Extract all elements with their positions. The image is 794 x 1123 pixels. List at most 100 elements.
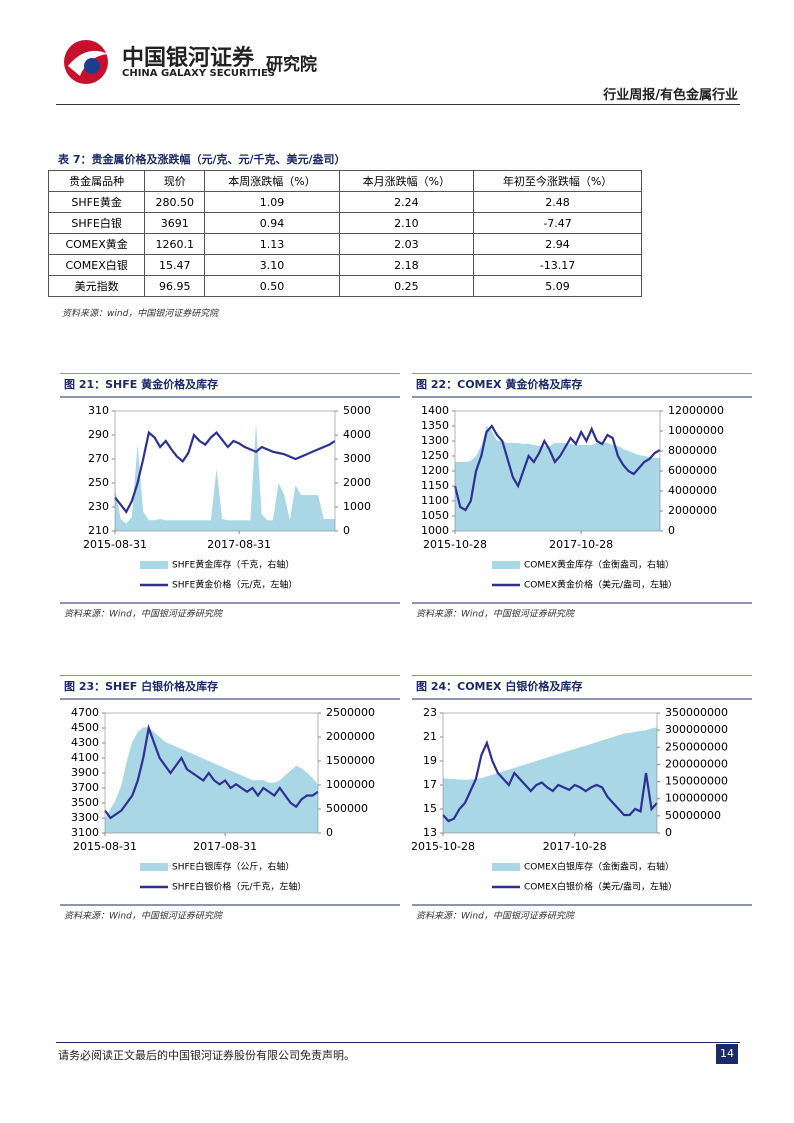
chart-source: 资料来源：Wind，中国银河证券研究院 [64, 911, 224, 922]
legend-swatch [492, 561, 520, 569]
table-cell: 3691 [144, 212, 206, 234]
price-table: 贵金属品种 现价 本周涨跌幅（%） 本月涨跌幅（%） 年初至今涨跌幅（%） SHFE黄金 2… [47, 170, 642, 297]
y2-tick-label: 2500000 [326, 706, 375, 719]
table-cell: 2.03 [338, 233, 475, 255]
y2-tick-label: 6000000 [668, 464, 717, 477]
legend-label: COMEX黄金库存（金衡盎司，右轴） [524, 559, 674, 571]
y-tick-label: 310 [88, 404, 109, 417]
chart-title: 图 24：COMEX 白银价格及库存 [416, 679, 582, 693]
x-tick-label: 2017-08-31 [193, 840, 257, 853]
y-tick-label: 250 [88, 476, 109, 489]
brand: 中国银河证券 [122, 46, 255, 71]
table-cell: 2.18 [338, 254, 475, 276]
y-tick-label: 1000 [421, 524, 449, 537]
x-tick-label: 2017-10-28 [543, 840, 607, 853]
table-cell: 280.50 [144, 191, 206, 213]
table-cell: 1.09 [204, 191, 340, 213]
table-source: 资料来源：wind，中国银河证券研究院 [62, 309, 219, 319]
legend-swatch [140, 863, 168, 871]
chart-source: 资料来源：Wind，中国银河证券研究院 [416, 609, 576, 620]
table-cell: 2.94 [473, 233, 642, 255]
table-cell: 2.24 [338, 191, 475, 213]
y-tick-label: 15 [423, 802, 437, 815]
table-cell: 0.50 [204, 275, 340, 297]
table-cell: 2.48 [473, 191, 642, 213]
plot-frame [442, 712, 658, 834]
y-tick-label: 4700 [71, 706, 99, 719]
y-tick-label: 3700 [71, 781, 99, 794]
table-cell: 1.13 [204, 233, 340, 255]
y-tick-label: 1350 [421, 419, 449, 432]
y2-tick-label: 3000 [343, 452, 371, 465]
y2-tick-label: 500000 [326, 802, 368, 815]
y2-tick-label: 1000000 [326, 778, 375, 791]
y2-tick-label: 100000000 [665, 792, 728, 805]
column-header: 现价 [144, 170, 206, 192]
table-row: COMEX白银 15.47 3.10 2.18 -13.17 [47, 254, 642, 276]
y-tick-label: 3500 [71, 796, 99, 809]
column-header: 年初至今涨跌幅（%） [473, 170, 642, 192]
y2-tick-label: 10000000 [668, 424, 724, 437]
y-tick-label: 19 [423, 754, 437, 767]
y-tick-label: 210 [88, 524, 109, 537]
x-tick-label: 2015-10-28 [423, 538, 487, 551]
table-row: 美元指数 96.95 0.50 0.25 5.09 [47, 275, 642, 297]
footer-rule [56, 1042, 740, 1043]
x-tick-label: 2017-08-31 [207, 538, 271, 551]
column-header: 本月涨跌幅（%） [338, 170, 475, 192]
y2-tick-label: 12000000 [668, 404, 724, 417]
table-cell: -13.17 [473, 254, 642, 276]
y2-tick-label: 2000000 [326, 730, 375, 743]
y-tick-label: 1200 [421, 464, 449, 477]
y2-tick-label: 350000000 [665, 706, 728, 719]
table-cell: SHFE黄金 [47, 191, 146, 213]
header-row: 贵金属品种 现价 本周涨跌幅（%） 本月涨跌幅（%） 年初至今涨跌幅（%） [47, 170, 642, 192]
y2-tick-label: 0 [668, 524, 675, 537]
y2-tick-label: 50000000 [665, 809, 721, 822]
y-tick-label: 1150 [421, 479, 449, 492]
chart-title: 图 22：COMEX 黄金价格及库存 [416, 377, 582, 391]
legend-label: SHFE黄金价格（元/克，左轴） [172, 579, 297, 591]
chart-title: 图 23：SHEF 白银价格及库存 [64, 679, 218, 693]
y2-tick-label: 300000000 [665, 723, 728, 736]
logo [64, 40, 108, 84]
y-tick-label: 23 [423, 706, 437, 719]
y2-tick-label: 8000000 [668, 444, 717, 457]
y-tick-label: 4100 [71, 751, 99, 764]
legend-label: SHFE白银库存（公斤，右轴） [172, 861, 294, 873]
disclaimer: 请务必阅读正文最后的中国银河证券股份有限公司免责声明。 [58, 1049, 355, 1062]
price-line [453, 424, 661, 512]
y-tick-label: 21 [423, 730, 437, 743]
table-row: SHFE黄金 280.50 1.09 2.24 2.48 [47, 191, 642, 213]
plot-frame [114, 410, 336, 532]
table-cell: 96.95 [144, 275, 206, 297]
table-cell: 15.47 [144, 254, 206, 276]
y2-tick-label: 4000000 [668, 484, 717, 497]
table-cell: -7.47 [473, 212, 642, 234]
table-cell: 1260.1 [144, 233, 206, 255]
x-tick-label: 2015-08-31 [83, 538, 147, 551]
y2-tick-label: 0 [665, 826, 672, 839]
y-tick-label: 3100 [71, 826, 99, 839]
y2-tick-label: 0 [326, 826, 333, 839]
chart: 图 22：COMEX 黄金价格及库存 1000 1050 1100 1150 1200 12… [412, 373, 752, 620]
y2-tick-label: 150000000 [665, 775, 728, 788]
y-tick-label: 230 [88, 500, 109, 513]
y2-tick-label: 5000 [343, 404, 371, 417]
y-tick-label: 290 [88, 428, 109, 441]
table-cell: 2.10 [338, 212, 475, 234]
y-tick-label: 270 [88, 452, 109, 465]
y-tick-label: 1300 [421, 434, 449, 447]
legend-label: SHFE白银价格（元/千克，左轴） [172, 881, 306, 893]
y-tick-label: 1250 [421, 449, 449, 462]
table-cell: 0.94 [204, 212, 340, 234]
y-tick-label: 4500 [71, 721, 99, 734]
x-tick-label: 2015-10-28 [412, 840, 475, 853]
y-tick-label: 4300 [71, 736, 99, 749]
chart-source: 资料来源：Wind，中国银河证券研究院 [64, 609, 224, 620]
brand-en: CHINA GALAXY SECURITIES [122, 68, 275, 79]
legend-label: SHFE黄金库存（千克，右轴） [172, 559, 294, 571]
legend-label: COMEX黄金价格（美元/盎司，左轴） [524, 579, 677, 591]
x-tick-label: 2017-10-28 [549, 538, 613, 551]
y-tick-label: 3300 [71, 811, 99, 824]
